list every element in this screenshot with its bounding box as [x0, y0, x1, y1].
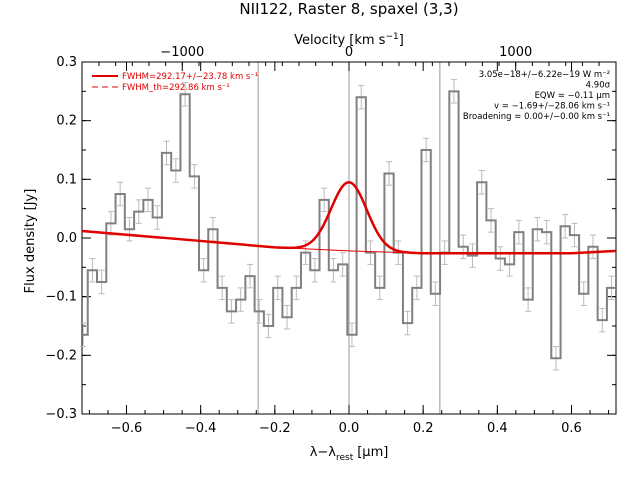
x-tick-label: 0.0 — [339, 421, 360, 436]
legend-label: FWHM=292.17+/−23.78 km s⁻¹ — [122, 72, 258, 82]
x-tick-label: 0.2 — [413, 421, 434, 436]
y-tick-label: 0.1 — [56, 172, 77, 187]
y-tick-label: −0.1 — [45, 290, 77, 305]
y-axis-label: Flux density [Jy] — [23, 189, 38, 294]
y-tick-label: −0.2 — [45, 348, 77, 363]
annotation-text: 4.90σ — [586, 81, 611, 91]
fit-curve — [81, 181, 617, 255]
x-axis-label: λ−λrest [μm] — [310, 445, 389, 463]
top-tick-label: 0 — [345, 45, 353, 60]
x-tick-label: 0.4 — [487, 421, 508, 436]
y-tick-label: −0.3 — [45, 407, 77, 422]
spectrum-histogram — [82, 90, 616, 360]
x-tick-label: −0.4 — [185, 421, 217, 436]
annotation-text: 3.05e−18+/−6.22e−19 W m⁻² — [479, 70, 610, 80]
y-tick-label: 0.0 — [56, 231, 77, 246]
annotation-text: Broadening = 0.00+/−0.00 km s⁻¹ — [463, 112, 610, 122]
top-tick-label: 1000 — [499, 45, 532, 60]
top-axis-label: Velocity [km s−1] — [294, 32, 404, 48]
x-tick-label: −0.6 — [111, 421, 143, 436]
y-tick-label: 0.2 — [56, 114, 77, 129]
y-tick-label: 0.3 — [56, 55, 77, 70]
annotation-text: EQW = −0.11 μm — [535, 91, 610, 101]
x-tick-label: −0.2 — [259, 421, 291, 436]
top-tick-label: −1000 — [160, 45, 204, 60]
x-tick-label: 0.6 — [561, 421, 582, 436]
legend-label: FWHM_th=292.86 km s⁻¹ — [122, 83, 230, 93]
annotation-text: v = −1.69+/−28.06 km s⁻¹ — [494, 102, 610, 112]
chart-title: NII122, Raster 8, spaxel (3,3) — [239, 0, 458, 18]
